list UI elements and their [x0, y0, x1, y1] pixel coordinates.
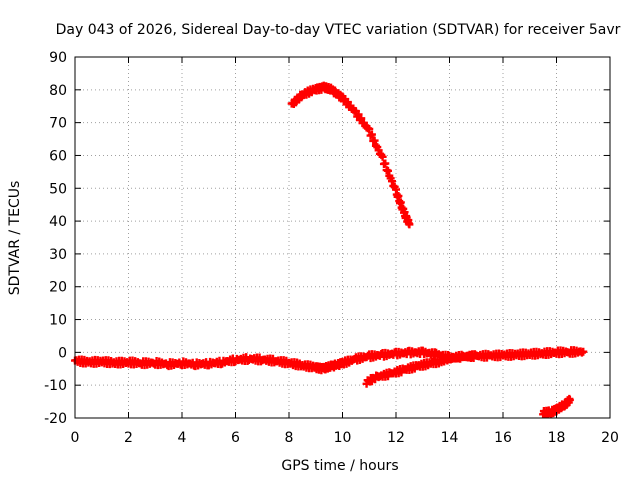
x-axis-label: GPS time / hours — [281, 458, 398, 474]
y-tick-label: 0 — [58, 345, 67, 361]
x-tick-label: 12 — [387, 430, 405, 446]
y-tick-label: 50 — [49, 181, 67, 197]
x-tick-label: 6 — [231, 430, 240, 446]
y-tick-label: 90 — [49, 50, 67, 66]
series-arc-2 — [288, 82, 414, 229]
x-tick-label: 4 — [178, 430, 187, 446]
y-tick-label: -20 — [44, 411, 67, 427]
x-tick-label: 14 — [441, 430, 459, 446]
y-tick-label: 80 — [49, 83, 67, 99]
x-tick-label: 2 — [124, 430, 133, 446]
data-point — [384, 167, 392, 175]
tick-labels: 0 2 4 6 8 10 12 14 16 18 20 -20 -10 0 10 20 30 40 50 60 70 80… — [44, 50, 619, 446]
y-axis-label: SDTVAR / TECUs — [7, 181, 23, 296]
x-tick-label: 20 — [601, 430, 619, 446]
y-tick-label: 60 — [49, 148, 67, 164]
y-tick-label: 70 — [49, 116, 67, 132]
y-tick-label: 40 — [49, 214, 67, 230]
chart-svg: Day 043 of 2026, Sidereal Day-to-day VTE… — [0, 0, 640, 480]
y-tick-label: 30 — [49, 247, 67, 263]
y-tick-label: 10 — [49, 313, 67, 329]
x-tick-label: 8 — [285, 430, 294, 446]
chart-title: Day 043 of 2026, Sidereal Day-to-day VTE… — [56, 22, 621, 38]
y-tick-label: -10 — [44, 378, 67, 394]
x-tick-label: 0 — [71, 430, 80, 446]
series-arc-1 — [71, 346, 587, 374]
x-tick-label: 18 — [548, 430, 566, 446]
x-tick-label: 10 — [334, 430, 352, 446]
data-points — [71, 82, 587, 419]
x-tick-label: 16 — [494, 430, 512, 446]
y-tick-label: 20 — [49, 280, 67, 296]
